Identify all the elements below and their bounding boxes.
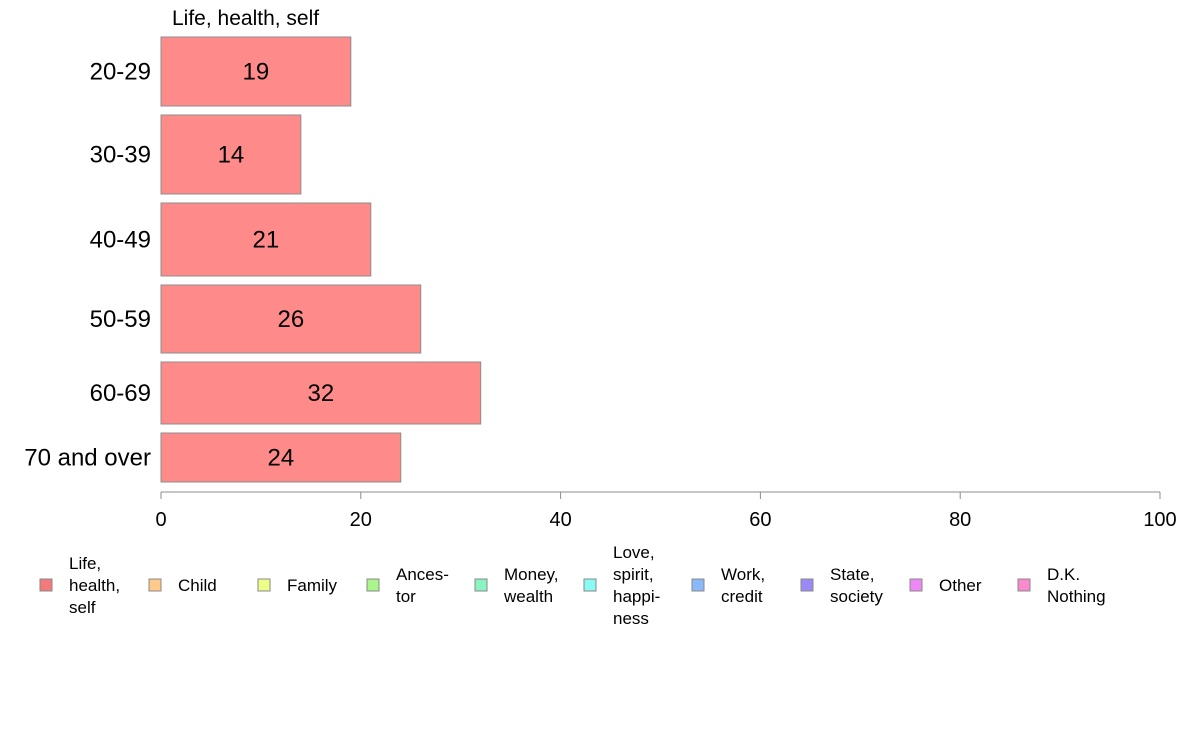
legend-swatch: [474, 578, 488, 592]
bar: [160, 36, 352, 107]
data-label: 19: [243, 59, 270, 86]
legend-label: Work, credit: [721, 565, 765, 606]
series-header: Life, health, self: [172, 7, 319, 30]
legend-label: Love, spirit, happi-ness: [613, 543, 660, 628]
bar: [160, 202, 372, 277]
x-tick-label: 20: [350, 509, 372, 531]
legend-label: Ances-tor: [396, 565, 449, 606]
legend-swatch: [366, 578, 380, 592]
legend-label: Life, health, self: [69, 554, 120, 617]
data-label: 32: [307, 380, 334, 407]
legend-swatch: [39, 578, 53, 592]
legend-label: D.K. Nothing: [1047, 565, 1106, 606]
legend-swatch: [691, 578, 705, 592]
legend-label: Child: [178, 576, 217, 595]
x-axis: 0 20 40 60 80 100: [155, 491, 1177, 531]
legend: Life, health, self Child Family Ances-tor Mone…: [39, 543, 1106, 628]
bar: [160, 361, 482, 425]
category-label: 70 and over: [24, 445, 151, 472]
legend-label: State, society: [830, 565, 883, 606]
legend-label: Other: [939, 576, 982, 595]
x-tick-label: 100: [1143, 509, 1176, 531]
legend-swatch: [800, 578, 814, 592]
x-tick-label: 0: [155, 509, 166, 531]
x-tick-label: 40: [549, 509, 571, 531]
bar: [160, 432, 402, 483]
x-tick-label: 80: [949, 509, 971, 531]
category-label: 40-49: [90, 227, 151, 254]
legend-swatch: [909, 578, 923, 592]
legend-swatch: [583, 578, 597, 592]
legend-swatch: [1017, 578, 1031, 592]
data-label: 26: [278, 306, 305, 333]
bars-layer: 19 20-29 14 30-39 21 40-49 26 50-59 32 60-69 24 70 …: [24, 36, 482, 483]
legend-swatch: [257, 578, 271, 592]
legend-label: Money, wealth: [503, 565, 559, 606]
legend-swatch: [148, 578, 162, 592]
x-tick-label: 60: [749, 509, 771, 531]
category-label: 20-29: [90, 59, 151, 86]
data-label: 24: [268, 445, 295, 472]
data-label: 21: [253, 227, 280, 254]
bar: [160, 284, 422, 354]
category-label: 50-59: [90, 306, 151, 333]
bar: [160, 114, 302, 195]
legend-label: Family: [287, 576, 338, 595]
data-label: 14: [218, 142, 245, 169]
category-label: 30-39: [90, 142, 151, 169]
category-label: 60-69: [90, 380, 151, 407]
